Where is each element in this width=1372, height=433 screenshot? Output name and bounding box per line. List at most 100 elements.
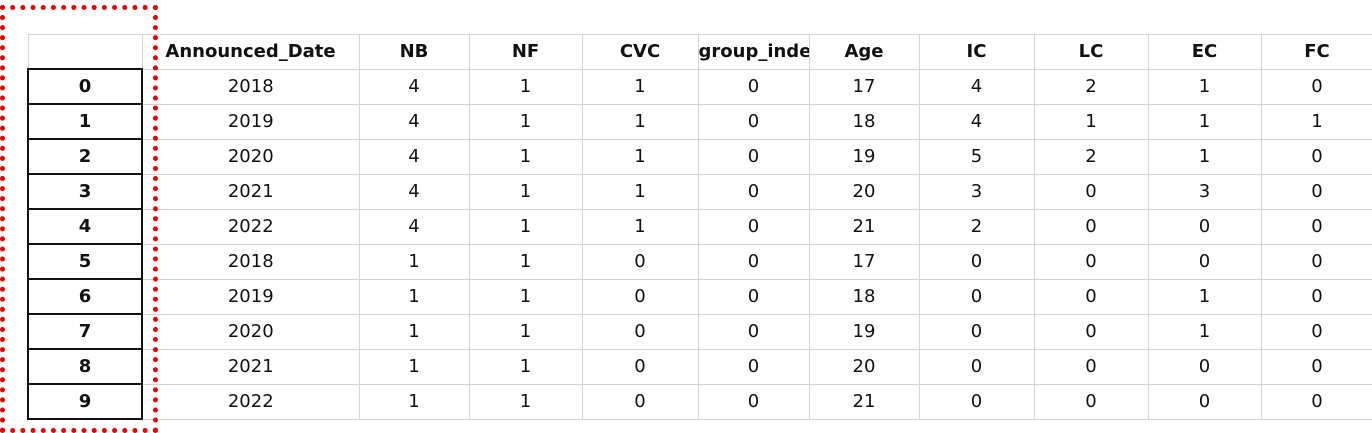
row-index: 1: [27, 103, 143, 140]
header-row: Announced_Date NB NF CVC group_inde Age IC LC EC…: [27, 34, 1372, 70]
table-cell: 4: [918, 103, 1035, 140]
table-cell: 1: [468, 243, 583, 280]
table-cell: 0: [1260, 348, 1372, 385]
table-row: 0 2018 4 1 1 0 17 4 2 1 0: [27, 68, 1372, 105]
table-cell: 2019: [141, 103, 360, 140]
column-header: NF: [468, 34, 583, 70]
column-header: Age: [808, 34, 920, 70]
table-cell: 20: [808, 348, 920, 385]
table-cell: 21: [808, 383, 920, 420]
table-cell: 3: [918, 173, 1035, 210]
data-table: Announced_Date NB NF CVC group_inde Age IC LC EC…: [27, 34, 1372, 420]
table-cell: 0: [581, 348, 699, 385]
table-cell: 4: [358, 103, 470, 140]
table-cell: 0: [697, 173, 810, 210]
table-cell: 4: [358, 208, 470, 245]
table-cell: 1: [581, 68, 699, 105]
table-cell: 2022: [141, 208, 360, 245]
table-cell: 1: [1147, 313, 1262, 350]
row-index: 9: [27, 383, 143, 420]
table-cell: 0: [1260, 278, 1372, 315]
column-header: IC: [918, 34, 1035, 70]
table-cell: 0: [1147, 383, 1262, 420]
table-cell: 1: [1033, 103, 1149, 140]
table-cell: 1: [468, 313, 583, 350]
table-cell: 0: [1260, 208, 1372, 245]
table-cell: 2: [1033, 68, 1149, 105]
table-cell: 2022: [141, 383, 360, 420]
table-cell: 0: [697, 348, 810, 385]
row-index: 7: [27, 313, 143, 350]
table-cell: 0: [1260, 243, 1372, 280]
table-cell: 0: [581, 243, 699, 280]
table-row: 2 2020 4 1 1 0 19 5 2 1 0: [27, 138, 1372, 175]
table-cell: 1: [468, 173, 583, 210]
table-cell: 1: [358, 313, 470, 350]
table-cell: 1: [1147, 103, 1262, 140]
table-row: 1 2019 4 1 1 0 18 4 1 1 1: [27, 103, 1372, 140]
table-cell: 2020: [141, 138, 360, 175]
table-cell: 0: [918, 383, 1035, 420]
table-cell: 0: [697, 138, 810, 175]
row-index: 8: [27, 348, 143, 385]
table-row: 6 2019 1 1 0 0 18 0 0 1 0: [27, 278, 1372, 315]
table-cell: 20: [808, 173, 920, 210]
table-cell: 1: [468, 348, 583, 385]
table-cell: 1: [468, 208, 583, 245]
column-header: NB: [358, 34, 470, 70]
table-cell: 0: [581, 278, 699, 315]
table-row: 3 2021 4 1 1 0 20 3 0 3 0: [27, 173, 1372, 210]
table-cell: 0: [581, 383, 699, 420]
table-cell: 1: [358, 243, 470, 280]
table-cell: 0: [918, 348, 1035, 385]
table-cell: 1: [581, 173, 699, 210]
table-cell: 4: [358, 138, 470, 175]
table-cell: 0: [697, 383, 810, 420]
row-index: 0: [27, 68, 143, 105]
row-index: 5: [27, 243, 143, 280]
table-cell: 0: [697, 208, 810, 245]
table-cell: 2: [1033, 138, 1149, 175]
column-header: CVC: [581, 34, 699, 70]
table-cell: 1: [1147, 138, 1262, 175]
table-cell: 4: [358, 173, 470, 210]
table-cell: 0: [1033, 173, 1149, 210]
table-cell: 0: [581, 313, 699, 350]
table-cell: 1: [581, 138, 699, 175]
table-cell: 18: [808, 278, 920, 315]
row-index: 4: [27, 208, 143, 245]
table-cell: 1: [358, 348, 470, 385]
table-cell: 0: [697, 103, 810, 140]
table-cell: 1: [468, 103, 583, 140]
table-cell: 1: [1147, 68, 1262, 105]
table-cell: 0: [1033, 313, 1149, 350]
row-index: 2: [27, 138, 143, 175]
table-cell: 0: [697, 278, 810, 315]
table-cell: 21: [808, 208, 920, 245]
table-cell: 1: [358, 383, 470, 420]
table-cell: 18: [808, 103, 920, 140]
table-cell: 3: [1147, 173, 1262, 210]
table-cell: 1: [468, 68, 583, 105]
table-cell: 0: [1260, 383, 1372, 420]
table-cell: 2021: [141, 348, 360, 385]
row-index: 6: [27, 278, 143, 315]
table-cell: 0: [1147, 348, 1262, 385]
table-row: 7 2020 1 1 0 0 19 0 0 1 0: [27, 313, 1372, 350]
table-row: 4 2022 4 1 1 0 21 2 0 0 0: [27, 208, 1372, 245]
table-cell: 17: [808, 243, 920, 280]
table-cell: 17: [808, 68, 920, 105]
table-row: 8 2021 1 1 0 0 20 0 0 0 0: [27, 348, 1372, 385]
table-cell: 0: [1033, 243, 1149, 280]
table-cell: 4: [918, 68, 1035, 105]
column-header: LC: [1033, 34, 1149, 70]
table-cell: 0: [1033, 348, 1149, 385]
table-cell: 0: [1147, 208, 1262, 245]
table-cell: 1: [468, 383, 583, 420]
column-header: EC: [1147, 34, 1262, 70]
table-cell: 1: [468, 138, 583, 175]
table-cell: 1: [581, 208, 699, 245]
table-cell: 1: [358, 278, 470, 315]
table-cell: 0: [918, 243, 1035, 280]
table-cell: 19: [808, 138, 920, 175]
